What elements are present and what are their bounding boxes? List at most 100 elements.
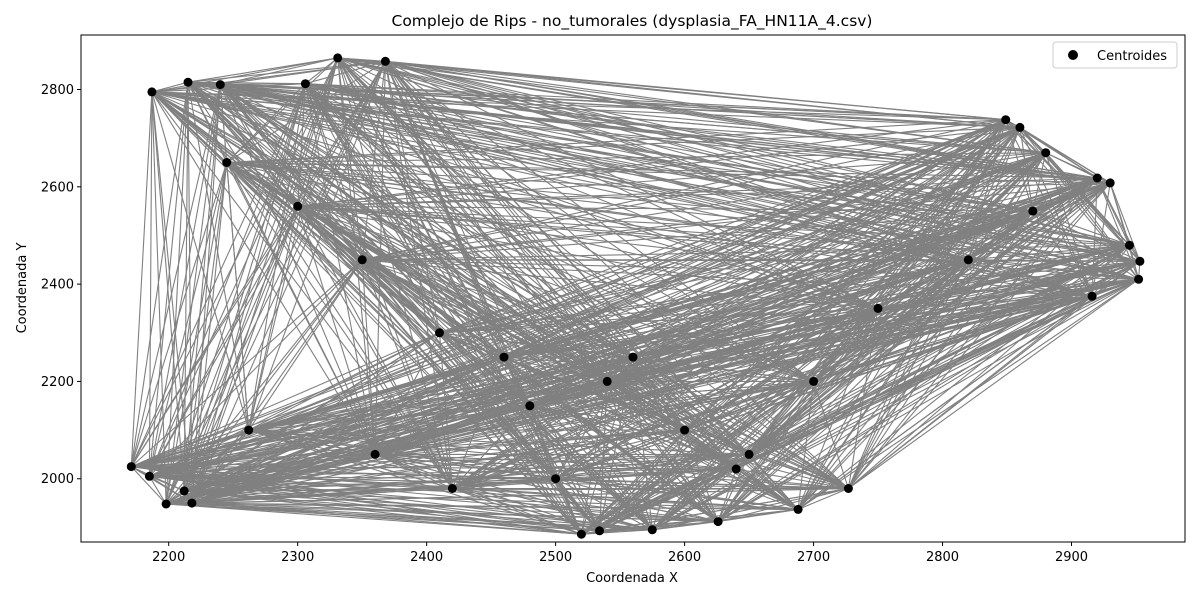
rips-edge [226,162,453,489]
rips-edge [226,57,339,163]
rips-edge [439,177,1098,334]
centroid-point [1001,115,1011,125]
centroid-point [873,303,883,313]
rips-edge [183,83,306,492]
centroid-point [1087,291,1097,301]
rips-edge [439,332,799,510]
rips-edge [503,210,1033,358]
rips-edge [555,259,969,480]
rips-edge [130,82,189,467]
centroid-point [647,525,657,535]
rips-edge [151,91,250,431]
centroid-point [183,77,193,87]
rips-edge [607,307,879,382]
rips-edge [149,332,440,477]
y-tick-label: 2200 [41,375,74,390]
rips-edge [220,57,338,86]
centroid-point [447,484,457,493]
legend: Centroides [1052,41,1178,69]
rips-edge [165,84,221,505]
centroid-point [809,376,819,386]
rips-edge [968,259,1139,280]
rips-edge [219,84,299,207]
rips-edge [652,487,849,531]
rips-edge [632,356,814,382]
rips-edge [847,259,969,489]
rips-edge [717,278,1139,523]
centroid-point [793,504,803,514]
rips-edge [385,60,1006,121]
rips-edge [555,210,1034,480]
rips-edge [452,487,600,532]
y-tick-label: 2600 [41,180,74,195]
rips-edge [297,83,306,207]
rips-edge [632,356,686,431]
rips-edge [297,205,879,309]
centroid-point [147,87,157,97]
rips-edge [248,119,1006,431]
rips-edge [503,152,1046,358]
centroid-point [680,425,690,435]
rips-edge [847,182,1111,489]
rips-edge [131,126,1021,468]
rips-edge [130,84,221,467]
rips-edge [226,60,386,163]
rips-edge [337,57,737,470]
centroid-point [1028,206,1038,216]
rips-edge [297,205,608,382]
centroid-points [126,53,1145,539]
rips-edge [735,468,799,510]
rips-edge [503,259,969,358]
rips-edge [1032,210,1141,262]
rips-edge [375,453,556,480]
rips-edge [717,210,1034,522]
rips-edge [684,429,750,455]
y-tick-label: 2800 [41,83,74,98]
rips-edge [248,429,737,470]
rips-edge [384,60,634,358]
rips-edge [305,83,1033,212]
rips-edge [452,487,582,535]
rips-edge [555,478,849,490]
centroid-point [595,526,604,536]
rips-edge [735,308,879,470]
x-tick-label: 2600 [668,550,701,565]
rips-edge [191,84,221,504]
rips-edge [362,210,1033,261]
rips-edge [375,429,685,455]
rips-edge [361,259,685,431]
centroid-point [187,498,197,508]
rips-edge [452,356,634,489]
rips-edge [632,356,750,455]
rips-edge [555,478,799,510]
rips-edge [226,162,376,455]
centroid-point [215,80,225,90]
rips-edge [452,210,1034,489]
centroid-point [370,449,380,459]
rips-edge [148,82,189,477]
rips-edge [191,278,1139,504]
rips-edge [555,468,737,480]
rips-edge [452,468,737,490]
rips-edge [452,307,879,490]
rips-edge [529,405,799,510]
chart-title: Complejo de Rips - no_tumorales (dysplas… [392,12,873,31]
rips-edge [632,259,969,358]
rips-edge [148,84,221,477]
rips-edge [220,60,386,86]
rips-edge [131,332,440,468]
rips-edge [375,453,737,470]
rips-edge [297,205,1033,212]
rips-edge [151,91,167,505]
rips-edge [452,487,799,510]
rips-edge [226,161,1033,212]
rips-edge [297,205,1130,246]
rips-edge [1045,152,1140,280]
centroid-point [333,53,343,63]
rips-edge [503,356,557,479]
rips-edge [151,91,453,489]
rips-edge [248,57,339,431]
rips-edge [187,81,653,531]
rips-edge [503,307,879,358]
